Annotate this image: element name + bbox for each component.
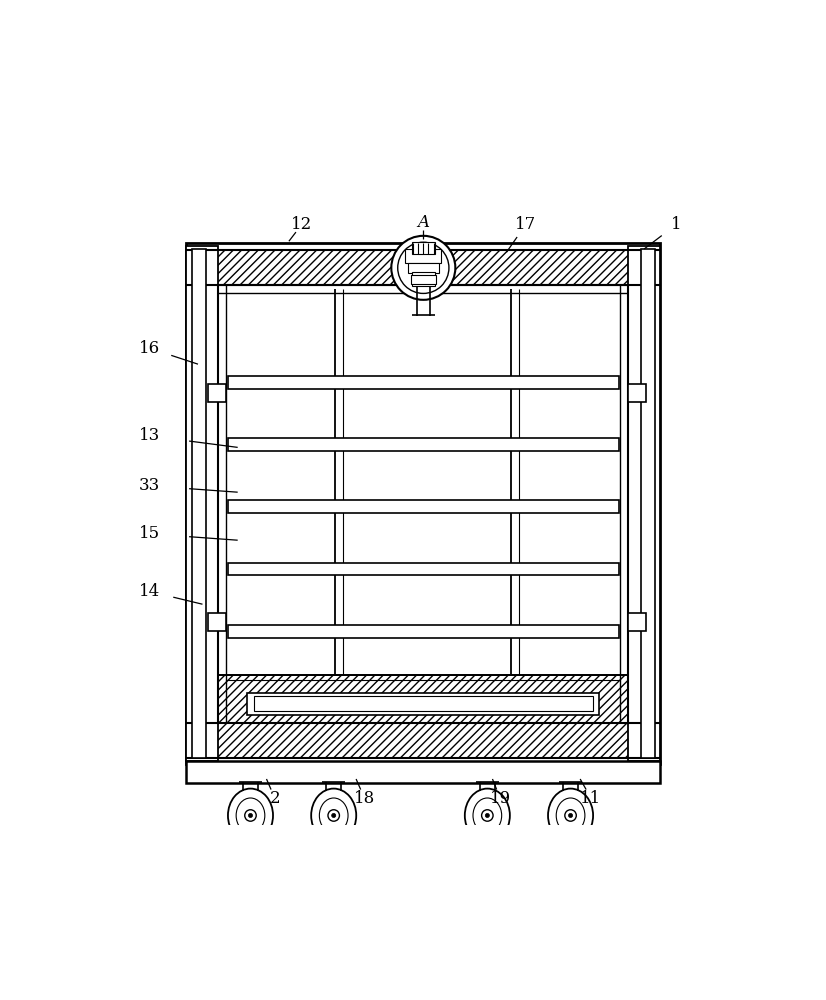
- Ellipse shape: [236, 798, 265, 833]
- Bar: [187, 246, 218, 761]
- Circle shape: [332, 813, 335, 818]
- Text: 12: 12: [291, 216, 312, 233]
- Circle shape: [482, 810, 493, 821]
- Ellipse shape: [473, 798, 501, 833]
- Ellipse shape: [465, 789, 510, 842]
- Circle shape: [565, 810, 577, 821]
- Bar: [247, 693, 600, 715]
- Bar: [192, 249, 206, 758]
- Text: 15: 15: [139, 525, 160, 542]
- Text: 2: 2: [269, 790, 280, 807]
- Bar: [228, 438, 619, 451]
- Text: A: A: [417, 214, 430, 231]
- Bar: [207, 613, 225, 631]
- Bar: [629, 613, 646, 631]
- Bar: [228, 376, 619, 389]
- Ellipse shape: [311, 789, 356, 842]
- Circle shape: [398, 242, 449, 293]
- Ellipse shape: [228, 789, 273, 842]
- Circle shape: [244, 810, 256, 821]
- Circle shape: [486, 813, 489, 818]
- Text: 17: 17: [515, 216, 536, 233]
- Bar: [228, 500, 619, 513]
- Ellipse shape: [548, 789, 593, 842]
- Text: 11: 11: [581, 790, 601, 807]
- Bar: [207, 384, 225, 402]
- Bar: [412, 272, 434, 286]
- Text: 1: 1: [671, 216, 681, 233]
- Text: 33: 33: [139, 477, 160, 494]
- Bar: [228, 563, 619, 575]
- Circle shape: [328, 810, 339, 821]
- Text: 18: 18: [354, 790, 375, 807]
- Ellipse shape: [320, 798, 348, 833]
- Bar: [187, 723, 660, 758]
- Bar: [411, 275, 436, 284]
- Bar: [218, 675, 628, 723]
- Text: 19: 19: [490, 790, 510, 807]
- Text: 16: 16: [139, 340, 160, 357]
- Bar: [187, 243, 660, 764]
- Bar: [187, 761, 660, 783]
- Bar: [254, 696, 593, 711]
- Circle shape: [568, 813, 572, 818]
- Text: 13: 13: [139, 427, 160, 444]
- Circle shape: [249, 813, 253, 818]
- Bar: [412, 242, 434, 254]
- Text: 14: 14: [139, 583, 160, 600]
- Bar: [629, 246, 660, 761]
- Bar: [629, 384, 646, 402]
- Ellipse shape: [556, 798, 585, 833]
- Bar: [641, 249, 655, 758]
- Bar: [228, 625, 619, 638]
- Bar: [408, 263, 439, 273]
- Circle shape: [392, 236, 455, 300]
- Bar: [406, 249, 441, 263]
- Bar: [187, 250, 660, 285]
